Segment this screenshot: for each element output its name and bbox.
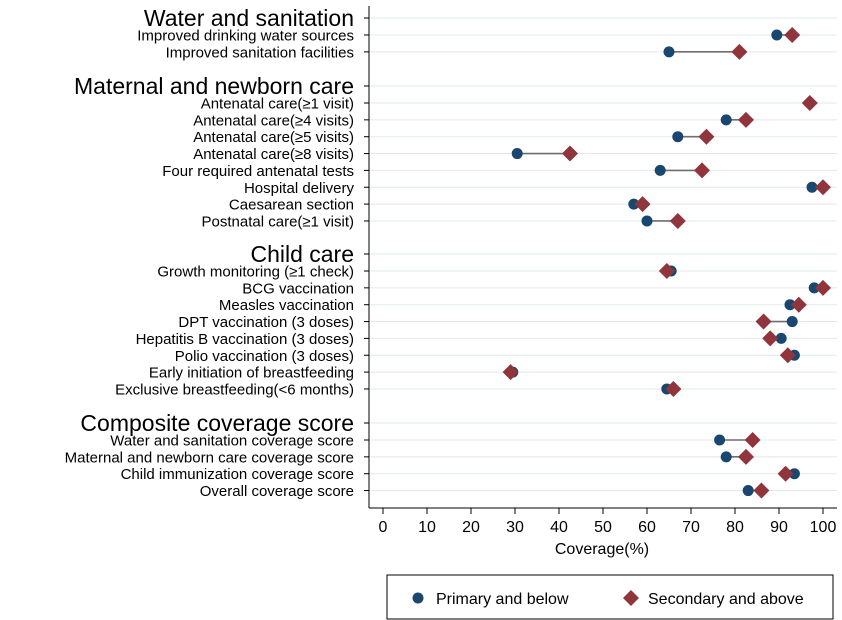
row-label: Early initiation of breastfeeding xyxy=(149,365,354,382)
secondary-point xyxy=(815,279,831,296)
secondary-point xyxy=(694,162,710,179)
row-label: Overall coverage score xyxy=(200,483,354,500)
row-label: Four required antenatal tests xyxy=(162,163,354,180)
primary-point xyxy=(788,468,800,480)
secondary-point xyxy=(801,95,818,111)
row-label: Antenatal care(≥1 visit) xyxy=(201,96,354,113)
row-label: Caesarean section xyxy=(229,197,354,214)
x-tick-label: 40 xyxy=(550,519,568,536)
row-label: BCG vaccination xyxy=(242,280,354,297)
legend-primary-marker xyxy=(412,592,424,604)
legend-primary-label: Primary and below xyxy=(436,591,569,608)
primary-point xyxy=(806,181,818,193)
legend-secondary-marker xyxy=(623,590,639,606)
primary-point xyxy=(672,131,684,143)
row-label: Antenatal care(≥4 visits) xyxy=(193,112,354,129)
secondary-point xyxy=(562,145,578,162)
row-label: Polio vaccination (3 doses) xyxy=(175,348,354,365)
row-label: Postnatal care(≥1 visit) xyxy=(202,213,354,230)
legend-secondary-label: Secondary and above xyxy=(648,591,804,608)
x-tick-label: 80 xyxy=(726,519,744,536)
x-tick-label: 20 xyxy=(462,519,480,536)
x-axis-ticks: 0 10 20 30 40 50 60 70 80 90 100 xyxy=(379,508,837,536)
legend: Primary and below Secondary and above xyxy=(386,574,834,620)
row-label: Improved sanitation facilities xyxy=(166,44,354,61)
secondary-point xyxy=(790,296,807,313)
row-label: Exclusive breastfeeding(<6 months) xyxy=(115,381,354,398)
x-tick-label: 70 xyxy=(682,519,700,536)
secondary-point xyxy=(665,380,682,397)
row-label: Growth monitoring (≥1 check) xyxy=(157,264,354,281)
x-tick-label: 0 xyxy=(379,519,388,536)
primary-point xyxy=(511,148,523,160)
secondary-point xyxy=(738,448,754,465)
x-tick-label: 30 xyxy=(506,519,524,536)
gridlines xyxy=(364,17,837,492)
primary-point xyxy=(742,485,754,497)
secondary-point xyxy=(815,179,831,196)
primary-point xyxy=(714,434,726,446)
secondary-point xyxy=(762,330,779,347)
group-title: Water and sanitation xyxy=(144,5,354,31)
x-tick-label: 60 xyxy=(638,519,656,536)
row-label: Measles vaccination xyxy=(219,297,354,314)
row-label: Water and sanitation coverage score xyxy=(110,433,354,450)
data-marks xyxy=(502,27,831,499)
row-label: Child immunization coverage score xyxy=(121,466,354,483)
secondary-point xyxy=(731,43,748,60)
x-axis-title: Coverage(%) xyxy=(555,541,649,558)
x-tick-label: 10 xyxy=(418,519,436,536)
secondary-point xyxy=(698,128,715,145)
row-label: Improved drinking water sources xyxy=(137,28,354,45)
secondary-point xyxy=(779,347,796,364)
secondary-point xyxy=(669,212,686,229)
secondary-point xyxy=(755,313,772,330)
primary-point xyxy=(786,316,798,328)
primary-point xyxy=(654,164,666,176)
primary-point xyxy=(720,451,732,463)
row-label: Antenatal care(≥5 visits) xyxy=(193,129,354,146)
group-title: Child care xyxy=(250,241,354,267)
secondary-point xyxy=(738,111,754,128)
secondary-point xyxy=(634,196,651,213)
group-title: Composite coverage score xyxy=(80,410,354,436)
secondary-point xyxy=(744,432,761,448)
row-label: Hospital delivery xyxy=(244,180,355,197)
primary-point xyxy=(641,215,653,227)
primary-point xyxy=(771,29,783,41)
row-label: DPT vaccination (3 doses) xyxy=(178,314,354,331)
primary-point xyxy=(720,114,732,126)
secondary-point xyxy=(502,364,519,381)
row-label: Antenatal care(≥8 visits) xyxy=(193,146,354,163)
x-tick-label: 90 xyxy=(770,519,788,536)
x-tick-label: 100 xyxy=(810,519,837,536)
secondary-point xyxy=(777,465,794,482)
primary-point xyxy=(628,198,640,210)
primary-point xyxy=(775,332,787,344)
primary-point xyxy=(784,299,796,311)
secondary-point xyxy=(753,482,770,499)
row-label: Maternal and newborn care coverage score xyxy=(65,449,354,466)
secondary-point xyxy=(784,27,801,43)
secondary-point xyxy=(658,263,675,279)
group-title: Maternal and newborn care xyxy=(74,73,354,99)
x-tick-label: 50 xyxy=(594,519,612,536)
primary-point xyxy=(808,282,820,294)
primary-point xyxy=(663,46,675,58)
row-label: Hepatitis B vaccination (3 doses) xyxy=(136,331,354,348)
legend-box xyxy=(386,574,834,620)
